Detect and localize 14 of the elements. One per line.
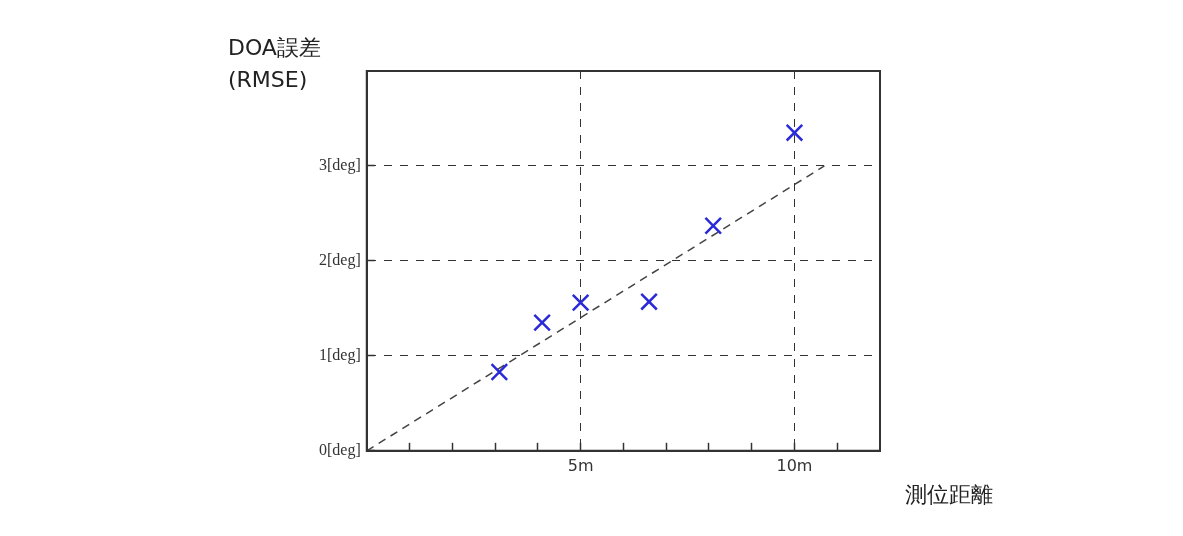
point (704, 216, 723, 235)
point (640, 292, 659, 311)
x-axis-title: 測位距離 (905, 481, 993, 509)
y-tick-label: 2[deg] (318, 251, 361, 270)
y-tick-label: 1[deg] (318, 346, 361, 365)
y-axis-title: DOA誤差 (RMSE) (228, 34, 322, 94)
point (490, 362, 509, 382)
y-tick-label: 0[deg] (318, 441, 361, 459)
point (785, 123, 804, 142)
point (533, 313, 552, 332)
x-tick-label: 5m (567, 455, 594, 475)
x-tick-label: 10m (776, 455, 813, 475)
point (571, 293, 590, 312)
y-tick-label: 3[deg] (318, 156, 361, 175)
